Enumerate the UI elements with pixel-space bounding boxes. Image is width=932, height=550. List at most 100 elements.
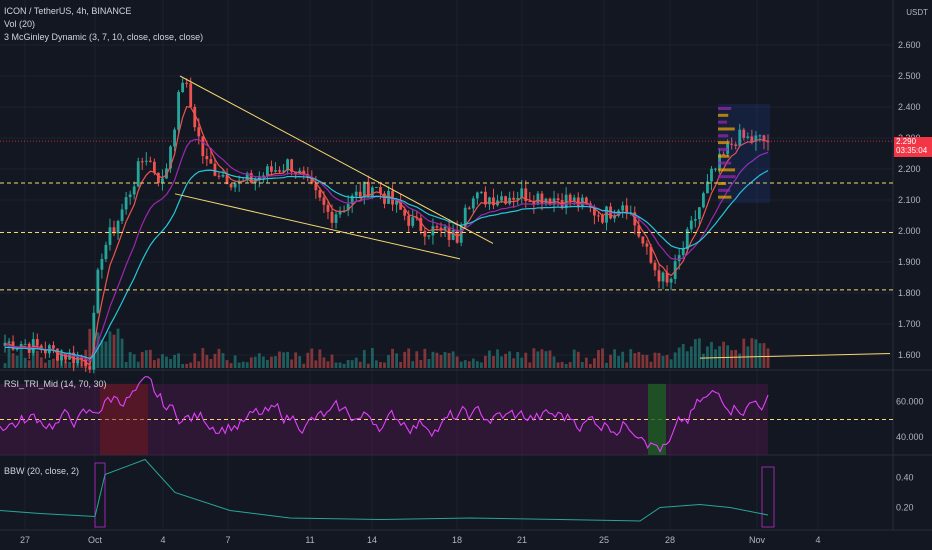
candle-body <box>56 348 59 361</box>
volume-bar <box>548 350 552 368</box>
volume-bar <box>455 356 459 368</box>
candle-body <box>35 339 39 346</box>
candle-body <box>584 197 588 204</box>
candle-body <box>593 206 596 216</box>
volume-bar <box>524 352 528 368</box>
candle-body <box>524 188 528 202</box>
volume-bar <box>298 356 302 368</box>
volume-bar <box>136 361 140 368</box>
candle-body <box>310 177 314 184</box>
candle-body <box>504 196 507 204</box>
volume-bar <box>621 351 625 368</box>
candle-body <box>290 159 294 172</box>
symbol-legend[interactable]: ICON / TetherUS, 4h, BINANCE <box>4 6 132 16</box>
volume-bar <box>685 351 689 368</box>
volume-bar <box>403 351 407 368</box>
volume-bar <box>556 362 560 368</box>
candle-body <box>11 341 15 350</box>
volume-bar <box>714 349 717 368</box>
volume-bar <box>302 363 306 368</box>
volume-bar <box>411 361 415 368</box>
volume-bar <box>516 351 520 368</box>
volume-bar <box>338 362 342 368</box>
bbw-panel <box>0 458 775 528</box>
time-tick-label: 27 <box>20 535 30 545</box>
volume-bar <box>169 359 172 368</box>
countdown-value: 03:35:04 <box>896 146 928 155</box>
candle-body <box>60 353 63 361</box>
candle-body <box>370 187 374 197</box>
candle-body <box>467 207 471 209</box>
currency-label: USDT <box>906 8 928 17</box>
volume-bar <box>496 349 499 368</box>
volume-bar <box>423 348 427 368</box>
candle-body <box>645 243 649 247</box>
wedge-upper-trendline <box>179 75 494 244</box>
candle-body <box>342 210 346 212</box>
candle-body <box>286 159 289 171</box>
volume-bar <box>471 358 475 368</box>
mcginley-legend[interactable]: 3 McGinley Dynamic (3, 7, 10, close, clo… <box>4 32 204 42</box>
volume-bar <box>431 351 435 368</box>
candle-body <box>512 197 516 200</box>
volume-bar <box>605 362 608 368</box>
time-tick-label: 18 <box>452 535 462 545</box>
volume-bar <box>613 349 616 368</box>
candle-body <box>140 161 144 163</box>
time-tick-label: Nov <box>749 535 766 545</box>
candle-body <box>302 170 306 175</box>
candle-body <box>702 193 705 208</box>
volume-profile-box <box>718 103 770 204</box>
time-tick-label: 25 <box>599 535 609 545</box>
volume-bar <box>641 354 645 368</box>
candle-body <box>540 193 544 205</box>
candle-body <box>177 91 180 130</box>
time-tick-label: 4 <box>815 535 820 545</box>
volume-bar <box>290 359 294 368</box>
volume-bar <box>306 352 310 368</box>
volume-bar <box>576 351 580 368</box>
volume-bar <box>282 352 285 368</box>
bbw-legend[interactable]: BBW (20, close, 2) <box>4 466 80 476</box>
volume-profile-row <box>718 113 729 117</box>
volume-bar <box>492 355 495 368</box>
volume-bar <box>354 357 358 368</box>
candle-body <box>346 204 350 211</box>
volume-bar <box>479 362 483 368</box>
candle-body <box>677 255 681 262</box>
volume-bar <box>617 355 621 368</box>
candle-body <box>72 352 76 364</box>
volume-bar <box>274 356 277 368</box>
price-tick-label: 1.600 <box>898 350 921 360</box>
volume-bar <box>217 348 221 368</box>
candle-body <box>128 194 132 198</box>
volume-legend[interactable]: Vol (20) <box>4 19 36 29</box>
volume-profile-row <box>718 168 736 172</box>
volume-bar <box>669 359 673 368</box>
volume-bar <box>697 338 701 368</box>
volume-bar <box>601 348 604 368</box>
price-tick-label: 1.900 <box>898 257 921 267</box>
volume-bar <box>758 343 762 368</box>
volume-bar <box>484 355 487 368</box>
volume-profile-row <box>718 134 729 138</box>
volume-bar <box>48 359 51 368</box>
last-price-value: 2.290 <box>896 137 917 146</box>
candle-body <box>548 198 552 205</box>
rsi-legend[interactable]: RSI_TRI_Mid (14, 70, 30) <box>4 379 107 389</box>
candle-body <box>193 106 197 128</box>
volume-bar <box>237 362 241 368</box>
candle-body <box>556 198 560 201</box>
candle-body <box>209 159 213 164</box>
volume-bar <box>459 361 463 368</box>
volume-bar <box>100 339 104 368</box>
price-tick-label: 2.500 <box>898 71 921 81</box>
candle-body <box>649 246 653 263</box>
candle-body <box>641 236 645 244</box>
candle-body <box>375 187 378 189</box>
mcginley-fast-line <box>4 105 769 367</box>
volume-bar <box>435 352 439 368</box>
candle-body <box>96 269 100 313</box>
bbw-highlight-right <box>761 466 775 528</box>
